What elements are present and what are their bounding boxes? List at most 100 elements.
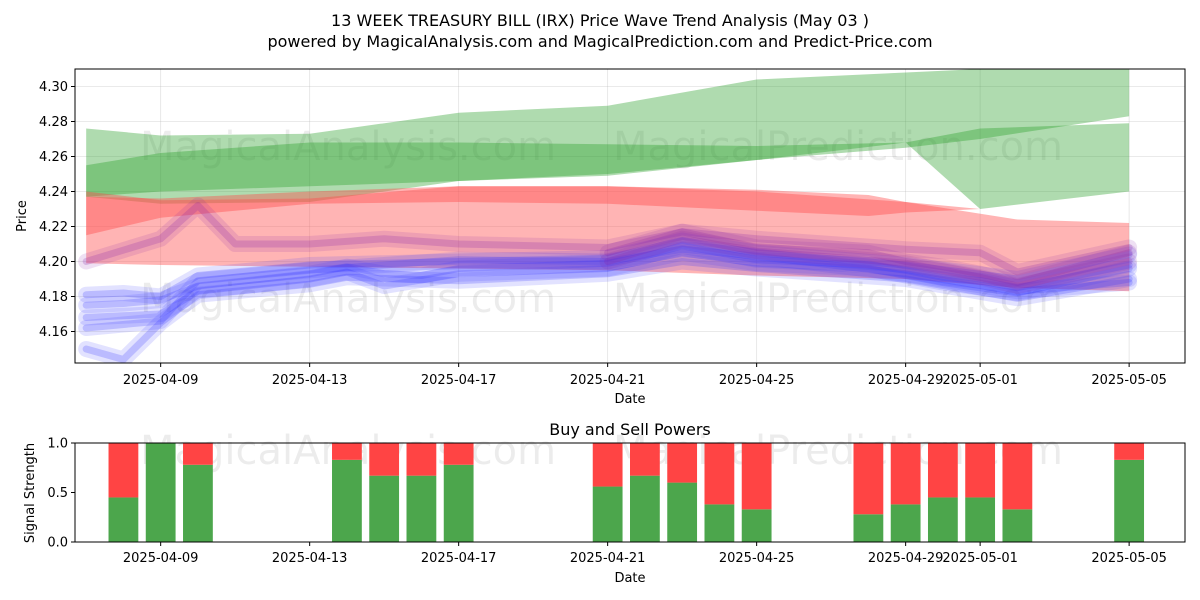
price-bands [86,69,1130,292]
sell-bar [890,443,921,505]
signal-panel: Buy and Sell Powers MagicalAnalysis.com … [23,420,1186,586]
blue-wave-halo [78,237,1138,314]
signal-x-tick-label: 2025-04-29 [868,551,944,566]
signal-x-axis: 2025-04-09 2025-04-13 2025-04-17 2025-04-21… [123,542,1167,566]
buy-bar [630,475,660,542]
purple-wave-halo [599,230,1138,294]
x-tick-label: 2025-04-25 [719,373,795,388]
blue-wave-halo [78,253,1138,363]
signal-x-tick-label: 2025-04-21 [570,551,646,566]
price-panel: MagicalAnalysis.com MagicalPrediction.co… [15,68,1186,407]
signal-x-tick-label: 2025-04-17 [421,551,497,566]
sell-bar [667,443,698,483]
signal-y-tick-label: 0.0 [47,536,68,551]
sell-bar [406,443,437,476]
buy-bar [667,482,698,542]
purple-wave-line [82,202,1133,276]
buy-bar [108,497,139,542]
price-x-axis: 2025-04-09 2025-04-13 2025-04-17 2025-04-21… [123,363,1167,388]
sell-bar [853,443,884,515]
price-lines [78,197,1138,363]
buy-bar [741,509,772,542]
watermark-analysis: MagicalAnalysis.com [140,124,556,170]
buy-bar [965,497,996,542]
sell-bar [630,443,660,476]
signal-y-tick-label: 1.0 [47,437,68,452]
x-tick-label: 2025-05-05 [1091,373,1167,388]
buy-bar [927,497,958,542]
red-forecast-band [86,186,981,236]
signal-x-tick-label: 2025-05-05 [1091,551,1167,566]
green-forecast-band [86,123,1130,209]
buy-bar [145,443,176,542]
sell-bar [741,443,772,510]
x-tick-label: 2025-04-29 [868,373,944,388]
red-forecast-band [86,186,1130,292]
x-tick-label: 2025-05-01 [942,373,1018,388]
purple-wave-halo [599,223,1138,291]
buy-bar [1002,509,1033,542]
signal-y-axis: 0.0 0.5 1.0 [47,437,75,551]
buy-bar [1114,459,1145,542]
x-tick-label: 2025-04-21 [570,373,646,388]
watermark-analysis: MagicalAnalysis.com [140,276,556,322]
x-tick-label: 2025-04-13 [272,373,348,388]
blue-wave-line [82,237,1133,300]
signal-x-tick-label: 2025-04-09 [123,551,199,566]
signal-x-tick-label: 2025-05-01 [942,551,1018,566]
sell-bar [592,443,623,487]
watermark-prediction: MagicalPrediction.com [613,276,1063,322]
sell-bar [332,443,362,460]
signal-title: Buy and Sell Powers [549,420,711,439]
y-tick-label: 4.26 [39,150,68,165]
signal-x-tick-label: 2025-04-13 [272,551,348,566]
price-x-label: Date [614,392,645,407]
sell-bar [927,443,958,498]
buy-bar [332,459,362,542]
chart-subtitle: powered by MagicalAnalysis.com and Magic… [267,32,932,51]
blue-wave-halo [78,232,1138,305]
buy-bar [704,504,735,542]
purple-wave-halo [78,197,1138,280]
blue-wave-line [82,249,1133,321]
buy-bar [443,464,474,542]
buy-bar [183,464,213,542]
blue-wave-line [82,242,1133,309]
price-plot-area [75,69,1185,363]
sell-bar [1002,443,1033,510]
price-grid [75,69,1185,363]
y-tick-label: 4.20 [39,255,68,270]
purple-wave-line [604,228,1133,286]
y-tick-label: 4.16 [39,325,68,340]
signal-x-tick-label: 2025-04-25 [719,551,795,566]
chart-title: 13 WEEK TREASURY BILL (IRX) Price Wave T… [331,11,869,30]
y-tick-label: 4.28 [39,115,68,130]
signal-y-label: Signal Strength [23,443,38,543]
buy-bar [853,514,884,542]
blue-wave-line [82,245,1133,332]
price-y-label: Price [15,200,30,232]
sell-bar [108,443,139,498]
y-tick-label: 4.30 [39,80,68,95]
buy-bar [369,475,400,542]
price-y-axis: 4.16 4.18 4.20 4.22 4.24 4.26 4.28 4.30 [39,80,75,340]
signal-bars [108,443,1145,542]
sell-bar [183,443,213,465]
sell-bar [704,443,735,505]
buy-bar [592,486,623,542]
green-forecast-band [86,69,1130,197]
x-tick-label: 2025-04-09 [123,373,199,388]
y-tick-label: 4.24 [39,185,68,200]
blue-wave-line [82,258,1133,363]
watermark-prediction: MagicalPrediction.com [613,124,1063,170]
sell-bar [443,443,474,465]
blue-wave-halo [78,244,1138,326]
price-plot-frame [74,68,1186,364]
signal-y-tick-label: 0.5 [47,486,68,501]
buy-bar [406,475,437,542]
sell-bar [965,443,996,498]
x-tick-label: 2025-04-17 [421,373,497,388]
y-tick-label: 4.22 [39,220,68,235]
purple-wave-line [604,235,1133,290]
